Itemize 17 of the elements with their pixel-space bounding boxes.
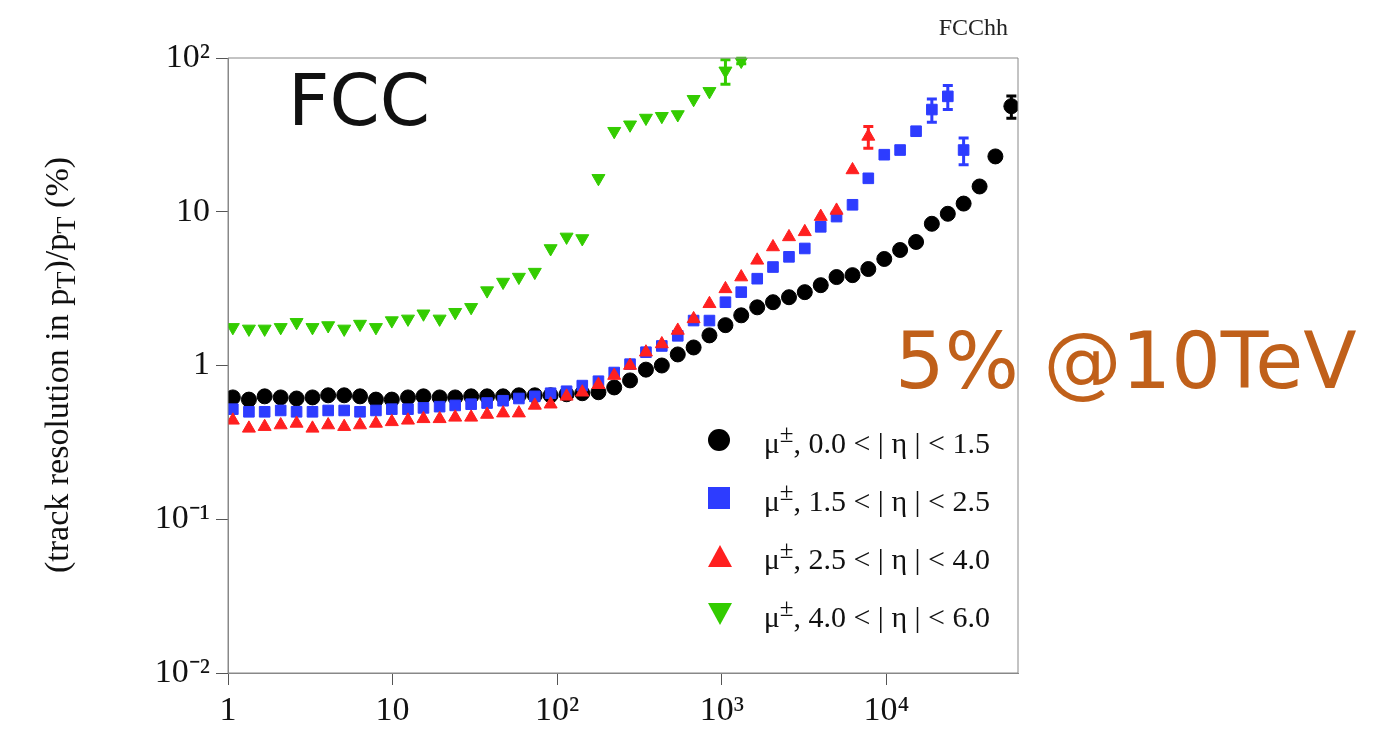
legend-label: μ$^{±}$, 4.0 < | η | < 6.0 (763, 594, 990, 634)
legend-label: μ$^{±}$, 2.5 < | η | < 4.0 (763, 536, 990, 576)
y-tick-label: 10⁻² (154, 651, 210, 689)
x-tick-label: 10³ (699, 690, 744, 728)
x-tick-label: 1 (219, 690, 237, 728)
legend-label: μ$^{±}$, 0.0 < | η | < 1.5 (763, 420, 990, 460)
x-tick-label: 10 (375, 690, 410, 728)
x-tick-label: 10⁴ (863, 690, 910, 728)
chart-title: FCChh (938, 14, 1008, 41)
x-tick-label: 10² (535, 690, 580, 728)
y-tick-label: 10² (165, 36, 210, 74)
annotation: 5% @10TeV (895, 316, 1357, 406)
y-tick-label: 10⁻¹ (154, 498, 210, 536)
annotation: FCC (288, 58, 430, 142)
legend-label: μ$^{±}$, 1.5 < | η | < 2.5 (763, 478, 990, 518)
y-tick-label: 10 (176, 190, 210, 228)
y-tick-label: 1 (193, 344, 210, 382)
